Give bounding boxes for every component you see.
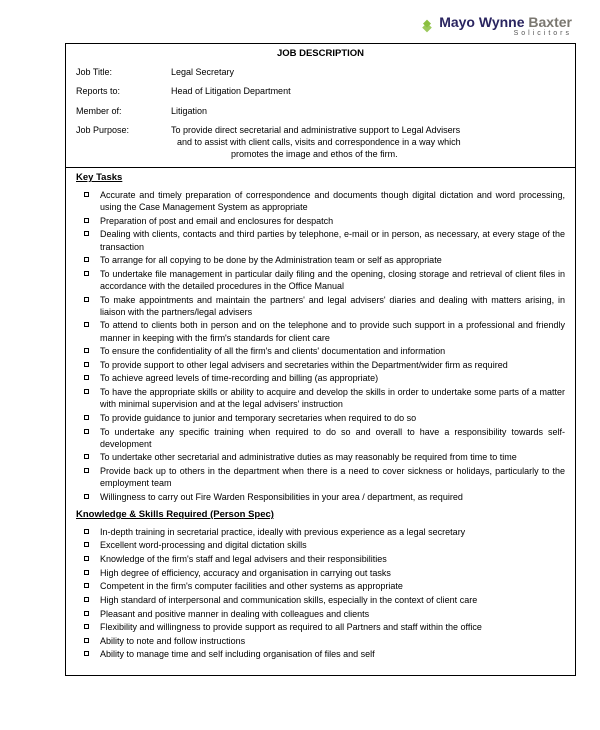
job-title-label: Job Title:: [76, 66, 171, 78]
page-header: Mayo Wynne Baxter Solicitors: [0, 0, 600, 43]
skill-item: Ability to manage time and self includin…: [76, 648, 565, 660]
task-item: Provide back up to others in the departm…: [76, 465, 565, 489]
task-item: To attend to clients both in person and …: [76, 319, 565, 343]
skill-item: Ability to note and follow instructions: [76, 635, 565, 647]
logo-subtitle: Solicitors: [439, 30, 572, 37]
skill-item: Pleasant and positive manner in dealing …: [76, 608, 565, 620]
job-title-value: Legal Secretary: [171, 66, 565, 78]
key-tasks-heading: Key Tasks: [76, 172, 565, 185]
logo-mayo: Mayo: [439, 14, 479, 30]
task-item: To undertake file management in particul…: [76, 268, 565, 292]
task-item: To make appointments and maintain the pa…: [76, 294, 565, 318]
skill-item: High degree of efficiency, accuracy and …: [76, 567, 565, 579]
member-of-label: Member of:: [76, 105, 171, 117]
task-item: To achieve agreed levels of time-recordi…: [76, 372, 565, 384]
task-item: To have the appropriate skills or abilit…: [76, 386, 565, 410]
skill-item: Flexibility and willingness to provide s…: [76, 621, 565, 633]
document-frame: JOB DESCRIPTION Job Title: Legal Secreta…: [65, 43, 576, 676]
task-item: Preparation of post and email and enclos…: [76, 215, 565, 227]
task-item: To provide guidance to junior and tempor…: [76, 412, 565, 424]
company-logo: Mayo Wynne Baxter Solicitors: [419, 14, 572, 37]
reports-to-label: Reports to:: [76, 85, 171, 97]
diamond-icon: [419, 18, 435, 34]
job-purpose-label: Job Purpose:: [76, 124, 171, 160]
field-job-title: Job Title: Legal Secretary: [76, 66, 565, 78]
skill-item: In-depth training in secretarial practic…: [76, 526, 565, 538]
task-item: Dealing with clients, contacts and third…: [76, 228, 565, 252]
skill-item: Excellent word-processing and digital di…: [76, 539, 565, 551]
task-item: To arrange for all copying to be done by…: [76, 254, 565, 266]
key-tasks-list: Accurate and timely preparation of corre…: [76, 189, 565, 503]
task-item: To provide support to other legal advise…: [76, 359, 565, 371]
job-purpose-value: To provide direct secretarial and admini…: [171, 124, 565, 160]
task-item: To undertake any specific training when …: [76, 426, 565, 450]
logo-wynne: Wynne: [479, 14, 529, 30]
skill-item: Competent in the firm's computer facilit…: [76, 580, 565, 592]
field-member-of: Member of: Litigation: [76, 105, 565, 117]
document-title: JOB DESCRIPTION: [76, 48, 565, 61]
purpose-line-2: and to assist with client calls, visits …: [171, 136, 565, 148]
skills-list: In-depth training in secretarial practic…: [76, 526, 565, 661]
purpose-line-1: To provide direct secretarial and admini…: [171, 124, 565, 136]
divider: [66, 167, 575, 168]
skills-heading: Knowledge & Skills Required (Person Spec…: [76, 509, 565, 522]
logo-baxter: Baxter: [528, 14, 572, 30]
logo-text-block: Mayo Wynne Baxter Solicitors: [439, 14, 572, 37]
field-job-purpose: Job Purpose: To provide direct secretari…: [76, 124, 565, 160]
skill-item: Knowledge of the firm's staff and legal …: [76, 553, 565, 565]
member-of-value: Litigation: [171, 105, 565, 117]
task-item: Willingness to carry out Fire Warden Res…: [76, 491, 565, 503]
task-item: To undertake other secretarial and admin…: [76, 451, 565, 463]
field-reports-to: Reports to: Head of Litigation Departmen…: [76, 85, 565, 97]
reports-to-value: Head of Litigation Department: [171, 85, 565, 97]
task-item: Accurate and timely preparation of corre…: [76, 189, 565, 213]
skill-item: High standard of interpersonal and commu…: [76, 594, 565, 606]
task-item: To ensure the confidentiality of all the…: [76, 345, 565, 357]
purpose-line-3: promotes the image and ethos of the firm…: [171, 148, 565, 160]
